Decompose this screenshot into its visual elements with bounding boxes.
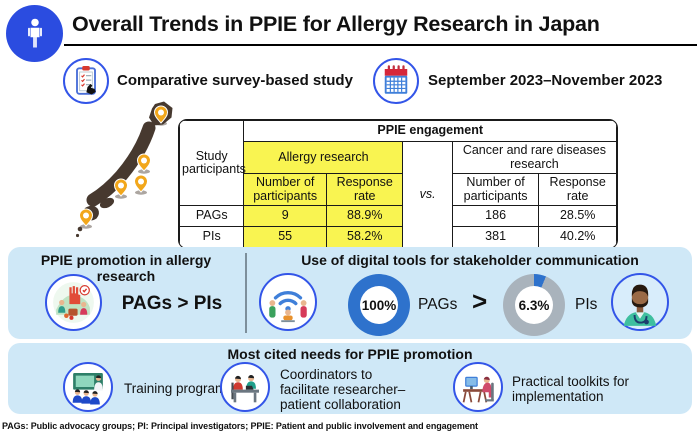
cancer-participants-col: Number of participants — [451, 173, 540, 206]
need-item-label: Coordinators to facilitate researcher–pa… — [280, 367, 406, 413]
pis-donut-value: 6.3% — [518, 297, 550, 313]
promotion-panel-title: PPIE promotion in allergy research — [40, 252, 212, 284]
vs-label: vs. — [402, 141, 453, 248]
pis-cancer-participants: 381 — [451, 226, 540, 248]
person-icon — [6, 5, 63, 62]
survey-clipboard-icon — [63, 58, 109, 104]
pags-cancer-participants: 186 — [451, 205, 540, 227]
allergy-participants-col: Number of participants — [243, 173, 327, 206]
training-icon — [63, 362, 113, 412]
pags-cancer-response: 28.5% — [538, 205, 617, 227]
row-label: PAGs — [179, 205, 245, 227]
page-title: Overall Trends in PPIE for Allergy Resea… — [64, 9, 697, 46]
allergy-response-col: Response rate — [325, 173, 404, 206]
pags-donut-label: PAGs — [418, 296, 458, 313]
map-pin-icon — [78, 105, 169, 229]
table-row: PIs 55 58.2% 381 40.2% — [179, 226, 617, 248]
study-period-label: September 2023–November 2023 — [428, 72, 663, 89]
need-item-label: Training programs — [124, 381, 234, 396]
needs-panel-title: Most cited needs for PPIE promotion — [227, 346, 473, 362]
pags-allergy-participants: 9 — [243, 205, 327, 227]
study-design-label: Comparative survey-based study — [117, 72, 353, 89]
coordinators-icon — [220, 362, 270, 412]
japan-map — [76, 101, 173, 238]
pis-allergy-participants: 55 — [243, 226, 327, 248]
results-table: Study participants PPIE engagement Aller… — [178, 119, 618, 249]
pis-allergy-response: 58.2% — [325, 226, 404, 248]
calendar-icon — [373, 58, 419, 104]
row-label: PIs — [179, 226, 245, 248]
panel-divider — [245, 253, 247, 333]
needs-band — [8, 343, 692, 414]
greater-than-symbol: > — [472, 286, 488, 316]
study-participants-header: Study participants — [179, 120, 246, 206]
table-row: PAGs 9 88.9% 186 28.5% — [179, 205, 617, 227]
cancer-group-header: Cancer and rare diseases research — [451, 141, 617, 174]
wifi-people-icon — [259, 273, 317, 331]
pags-allergy-response: 88.9% — [325, 205, 404, 227]
pags-donut-value: 100% — [361, 297, 397, 313]
allergy-group-header: Allergy research — [243, 141, 404, 174]
abbreviations-footnote: PAGs: Public advocacy groups; PI: Princi… — [2, 421, 478, 431]
pis-donut-label: PIs — [575, 296, 598, 313]
toolkits-icon — [453, 362, 503, 412]
need-item-label: Practical toolkits for implementation — [512, 374, 630, 405]
pis-cancer-response: 40.2% — [538, 226, 617, 248]
pis-donut-chart: 6.3% — [503, 274, 565, 336]
doctor-icon — [611, 273, 669, 331]
digital-panel-title: Use of digital tools for stakeholder com… — [301, 252, 639, 268]
promotion-finding: PAGs > PIs — [121, 293, 223, 314]
advocacy-group-icon — [45, 274, 102, 331]
pags-donut-chart: 100% — [348, 274, 410, 336]
cancer-response-col: Response rate — [538, 173, 617, 206]
engagement-header: PPIE engagement — [243, 120, 617, 142]
